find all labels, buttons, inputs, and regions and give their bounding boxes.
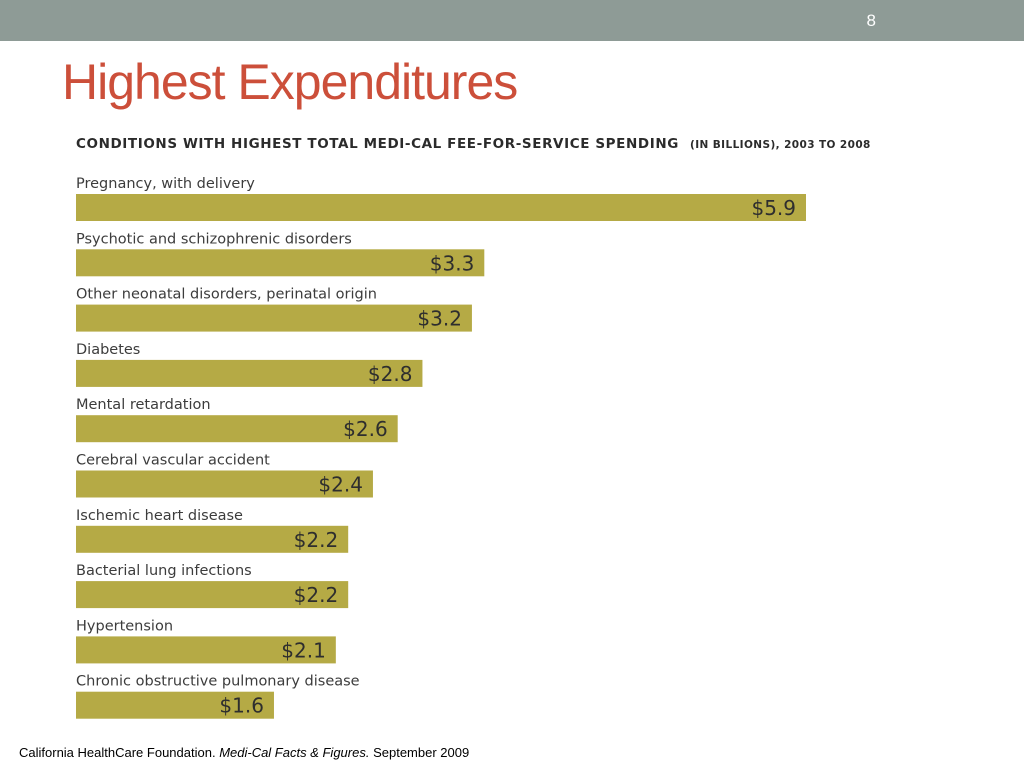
bar xyxy=(76,415,398,443)
footer-citation: California HealthCare Foundation. Medi-C… xyxy=(19,745,469,760)
value-label: $2.2 xyxy=(294,583,339,607)
bar xyxy=(76,470,373,498)
footer-date: September 2009 xyxy=(373,745,470,760)
category-label: Other neonatal disorders, perinatal orig… xyxy=(76,287,377,303)
category-label: Hypertension xyxy=(76,618,173,634)
chart-title-sub: (IN BILLIONS), 2003 TO 2008 xyxy=(690,139,871,151)
category-label: Pregnancy, with delivery xyxy=(76,176,255,192)
bar xyxy=(76,249,485,277)
bar xyxy=(76,525,349,553)
value-label: $3.3 xyxy=(430,251,475,275)
category-label: Psychotic and schizophrenic disorders xyxy=(76,231,352,247)
chart-title-main: CONDITIONS WITH HIGHEST TOTAL MEDI-CAL F… xyxy=(76,136,679,152)
bar xyxy=(76,581,349,609)
bar xyxy=(76,304,472,332)
value-label: $2.1 xyxy=(281,638,326,662)
slide-number: 8 xyxy=(866,11,876,30)
value-label: $2.4 xyxy=(318,473,363,497)
category-label: Mental retardation xyxy=(76,397,211,413)
value-label: $2.2 xyxy=(294,528,339,552)
bar xyxy=(76,194,806,221)
bar-chart: CONDITIONS WITH HIGHEST TOTAL MEDI-CAL F… xyxy=(76,133,871,719)
category-label: Bacterial lung infections xyxy=(76,563,252,579)
footer-source: California HealthCare Foundation. xyxy=(19,745,216,760)
value-label: $3.2 xyxy=(417,307,462,331)
value-label: $5.9 xyxy=(751,196,796,220)
value-label: $1.6 xyxy=(219,694,264,718)
slide-title: Highest Expenditures xyxy=(62,54,518,110)
category-label: Cerebral vascular accident xyxy=(76,453,270,469)
bar xyxy=(76,691,274,719)
bar xyxy=(76,636,336,664)
category-label: Diabetes xyxy=(76,342,140,358)
value-label: $2.8 xyxy=(368,362,413,386)
value-label: $2.6 xyxy=(343,417,388,441)
footer-publication: Medi-Cal Facts & Figures. xyxy=(219,745,370,760)
top-bar: 8 xyxy=(0,0,1024,41)
bar xyxy=(76,359,423,387)
category-label: Chronic obstructive pulmonary disease xyxy=(76,674,360,690)
category-label: Ischemic heart disease xyxy=(76,508,243,524)
chart-title: CONDITIONS WITH HIGHEST TOTAL MEDI-CAL F… xyxy=(76,133,871,152)
bars-group: Pregnancy, with delivery $5.9 Psychotic an… xyxy=(76,176,806,719)
